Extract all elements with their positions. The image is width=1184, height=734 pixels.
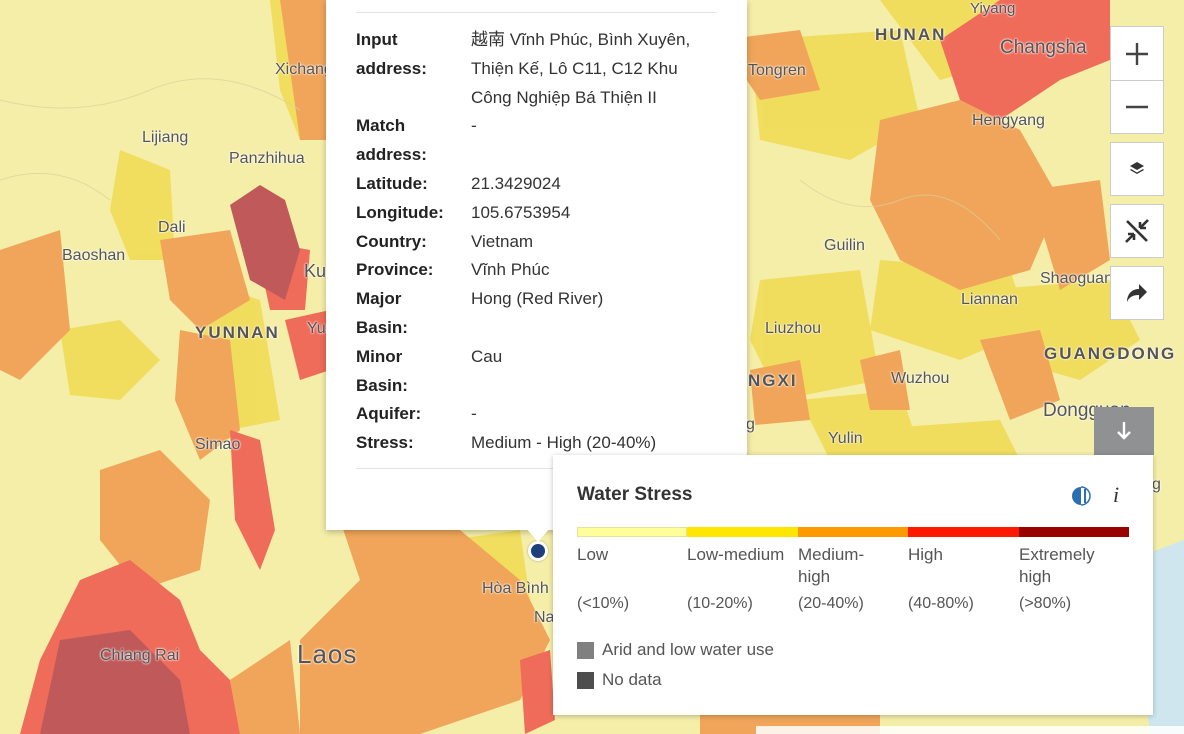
field-label: Latitude: bbox=[356, 174, 428, 193]
location-info-popup: Input address: 越南 Vĩnh Phúc, Bình Xuyên,… bbox=[326, 0, 747, 542]
field-label: Input address: bbox=[356, 30, 427, 78]
place-label: Yiyang bbox=[970, 0, 1016, 17]
legend-color-medium-high bbox=[798, 527, 908, 537]
divider bbox=[356, 12, 717, 13]
province-label: HUNAN bbox=[875, 25, 947, 44]
legend-extra-label: No data bbox=[602, 670, 662, 689]
minus-icon bbox=[1126, 105, 1148, 109]
field-label: Match address: bbox=[356, 116, 427, 164]
place-label: g bbox=[1152, 476, 1161, 493]
legend-class-label: Low-medium bbox=[687, 545, 785, 564]
place-label: Na bbox=[534, 609, 555, 626]
place-label: Hòa Bình bbox=[482, 580, 549, 597]
place-label: Shaoguan bbox=[1040, 270, 1113, 287]
map-attribution bbox=[756, 726, 1184, 734]
marker-dot bbox=[531, 544, 545, 558]
place-label: Ku bbox=[304, 261, 327, 281]
field-label: Aquifer: bbox=[356, 404, 422, 423]
field-label: Stress: bbox=[356, 433, 414, 452]
province-label: YUNNAN bbox=[195, 323, 280, 342]
legend-class-range: (<10%) bbox=[577, 595, 630, 612]
field-label: Province: bbox=[356, 260, 434, 279]
field-value: Vietnam bbox=[471, 232, 534, 251]
field-label: Major Basin: bbox=[356, 289, 408, 337]
location-pin-icon[interactable] bbox=[528, 541, 548, 561]
province-label: GUANGDONG bbox=[1044, 344, 1177, 363]
place-label: Tongren bbox=[748, 62, 806, 79]
place-label: Lijiang bbox=[142, 129, 189, 146]
field-value: Cau bbox=[471, 347, 503, 366]
legend-nodata-row: No data bbox=[577, 670, 662, 690]
place-label: Liannan bbox=[961, 291, 1018, 308]
popup-pointer bbox=[526, 528, 550, 542]
legend-color-high bbox=[908, 527, 1019, 537]
country-label: Laos bbox=[297, 639, 358, 669]
place-label: Chiang Rai bbox=[100, 647, 180, 664]
arrow-down-icon bbox=[1117, 422, 1131, 440]
zoom-out-button[interactable] bbox=[1110, 80, 1164, 134]
share-arrow-icon bbox=[1127, 284, 1147, 302]
info-icon[interactable]: i bbox=[1113, 482, 1120, 507]
legend-class-range: (10-20%) bbox=[687, 595, 753, 612]
place-label: Dali bbox=[158, 219, 186, 236]
legend-class-label: High bbox=[908, 545, 943, 564]
collapse-arrows-icon bbox=[1125, 219, 1149, 243]
divider bbox=[356, 468, 717, 469]
place-label: Guilin bbox=[824, 237, 865, 254]
province-label: NGXI bbox=[748, 371, 798, 390]
legend-swatch-arid bbox=[577, 641, 594, 659]
legend-swatch-nodata bbox=[577, 671, 594, 689]
legend-color-extremely-high bbox=[1019, 527, 1129, 537]
legend-class-label: Medium-high bbox=[798, 545, 865, 586]
field-label: Minor Basin: bbox=[356, 347, 408, 395]
field-value: 越南 Vĩnh Phúc, Bình Xuyên, Thiện Kế, Lô C… bbox=[471, 30, 691, 107]
legend-title: Water Stress bbox=[577, 484, 693, 505]
legend-color-low-medium bbox=[687, 527, 798, 537]
place-label: Simao bbox=[195, 436, 241, 453]
legend-arid-row: Arid and low water use bbox=[577, 640, 774, 660]
place-label: Liuzhou bbox=[765, 320, 822, 337]
legend-class-range: (40-80%) bbox=[908, 595, 974, 612]
field-label: Longitude: bbox=[356, 203, 444, 222]
field-value: Hong (Red River) bbox=[471, 289, 604, 308]
layers-button[interactable] bbox=[1110, 142, 1164, 196]
place-label: Changsha bbox=[1000, 37, 1087, 58]
field-value: - bbox=[471, 404, 477, 423]
half-circle-icon[interactable] bbox=[1071, 486, 1091, 506]
extremely-high-zones bbox=[40, 185, 300, 734]
plus-icon bbox=[1126, 42, 1148, 65]
place-label: Xichang bbox=[275, 61, 333, 78]
field-value: 105.6753954 bbox=[471, 203, 571, 222]
share-button[interactable] bbox=[1110, 266, 1164, 320]
field-value: 21.3429024 bbox=[471, 174, 561, 193]
collapse-button[interactable] bbox=[1110, 204, 1164, 258]
place-label: g bbox=[746, 416, 755, 433]
water-stress-legend: Water Stress i Low Low-medium Medium-hig… bbox=[553, 455, 1153, 715]
place-label: Yu bbox=[307, 320, 326, 337]
legend-class-range: (>80%) bbox=[1019, 595, 1072, 612]
place-label: Hengyang bbox=[972, 112, 1045, 129]
layers-icon bbox=[1130, 162, 1144, 174]
place-label: Panzhihua bbox=[229, 150, 305, 167]
legend-extra-label: Arid and low water use bbox=[602, 640, 774, 659]
place-label: Baoshan bbox=[62, 247, 126, 264]
place-label: Yulin bbox=[828, 430, 863, 447]
field-value: - bbox=[471, 116, 477, 135]
opacity-toggle bbox=[1072, 486, 1091, 506]
field-value: Medium - High (20-40%) bbox=[471, 433, 657, 452]
legend-class-range: (20-40%) bbox=[798, 595, 864, 612]
field-value: Vĩnh Phúc bbox=[471, 260, 550, 279]
download-button[interactable] bbox=[1094, 407, 1154, 455]
legend-color-low bbox=[577, 527, 687, 537]
legend-class-label: Low bbox=[577, 545, 609, 564]
legend-class-label: Extremely high bbox=[1019, 545, 1095, 586]
field-label: Country: bbox=[356, 232, 427, 251]
place-label: Wuzhou bbox=[891, 370, 950, 387]
zoom-in-button[interactable] bbox=[1110, 26, 1164, 81]
